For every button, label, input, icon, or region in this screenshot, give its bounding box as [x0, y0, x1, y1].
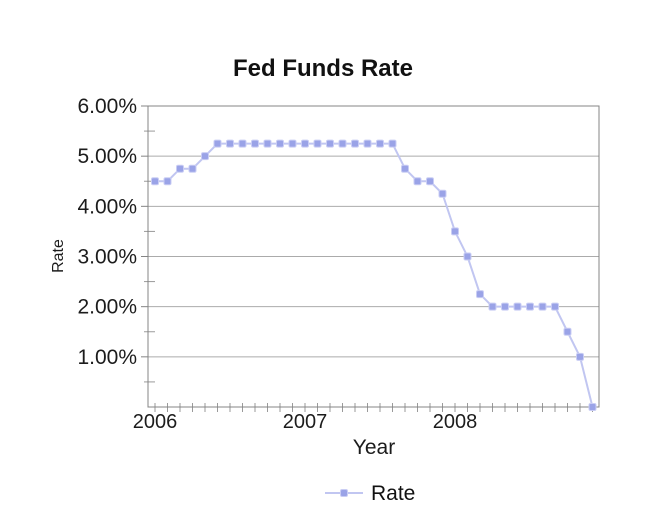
data-point-marker: [438, 189, 447, 198]
chart-title: Fed Funds Rate: [233, 55, 413, 82]
data-point-marker: [563, 327, 572, 336]
data-point-marker: [251, 139, 259, 148]
data-point-marker: [463, 252, 472, 261]
data-point-marker: [501, 302, 509, 311]
data-point-marker: [426, 177, 434, 186]
data-point-marker: [288, 139, 297, 148]
y-tick-label: 5.00%: [77, 145, 137, 168]
x-tick-label: 2007: [283, 411, 328, 433]
y-tick-labels: 6.00% 5.00% 4.00% 3.00% 2.00% 1.00%: [77, 95, 137, 369]
data-point-marker: [263, 139, 272, 148]
y-axis-title: Rate: [50, 239, 67, 273]
data-point-marker: [576, 352, 584, 361]
rate-line-path: [155, 142, 594, 408]
data-point-marker: [151, 177, 159, 186]
data-point-marker: [451, 227, 459, 236]
data-point-marker: [476, 290, 484, 299]
y-tick-label: 1.00%: [77, 346, 137, 369]
data-point-marker: [338, 139, 347, 148]
y-tick-label: 3.00%: [77, 246, 137, 269]
data-point-marker: [526, 302, 534, 311]
legend-marker-icon: [340, 489, 348, 497]
data-point-marker: [388, 139, 397, 148]
gridlines: [148, 155, 599, 358]
x-tick-label: 2008: [433, 411, 478, 433]
data-point-marker: [363, 139, 372, 148]
data-point-marker: [163, 177, 172, 186]
data-point-marker: [551, 302, 559, 311]
data-point-marker: [176, 164, 184, 173]
data-point-marker: [351, 139, 359, 148]
rate-series-markers: [151, 139, 597, 411]
data-point-marker: [201, 152, 209, 161]
x-axis-title: Year: [353, 436, 395, 459]
data-point-marker: [188, 164, 197, 173]
plot-border: [147, 105, 600, 408]
data-point-marker: [238, 139, 247, 148]
rate-series-line: [155, 142, 594, 408]
data-point-marker: [588, 403, 597, 411]
y-tick-label: 4.00%: [77, 195, 137, 218]
data-point-marker: [326, 139, 334, 148]
y-tick-label: 6.00%: [77, 95, 137, 118]
x-tick-labels: 2006 2007 2008: [133, 411, 478, 433]
data-point-marker: [213, 139, 222, 148]
x-tick-label: 2006: [133, 411, 178, 433]
data-point-marker: [313, 139, 322, 148]
data-point-marker: [513, 302, 522, 311]
data-point-marker: [488, 302, 497, 311]
y-tick-label: 2.00%: [77, 296, 137, 319]
data-point-marker: [538, 302, 547, 311]
legend: Rate: [325, 482, 415, 505]
data-point-marker: [301, 139, 309, 148]
data-point-marker: [413, 177, 422, 186]
data-point-marker: [276, 139, 284, 148]
legend-label: Rate: [371, 482, 415, 505]
data-point-marker: [401, 164, 409, 173]
data-point-marker: [226, 139, 234, 148]
data-point-marker: [376, 139, 384, 148]
